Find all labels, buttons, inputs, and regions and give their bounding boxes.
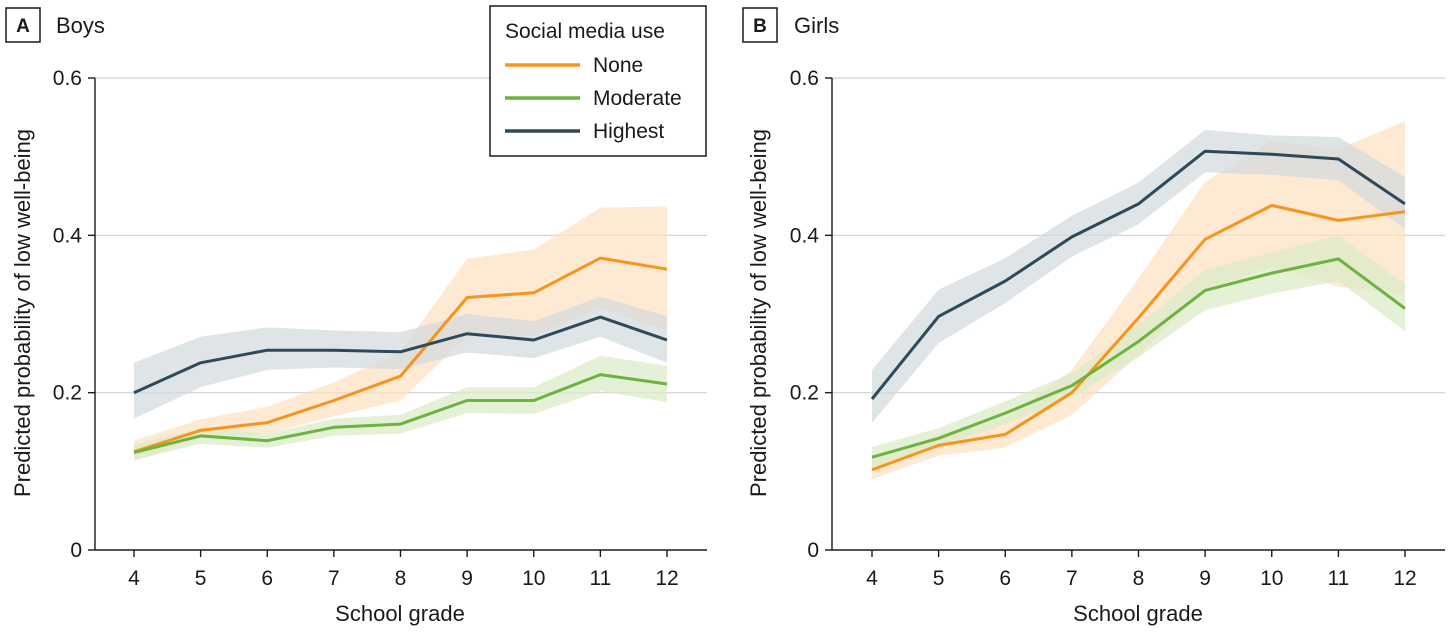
x-tick-label: 9 (461, 567, 473, 590)
y-tick-label: 0.6 (790, 67, 819, 90)
legend-title: Social media use (505, 20, 665, 43)
y-tick-label: 0 (807, 539, 819, 562)
band-none (872, 121, 1405, 480)
confidence-bands (872, 121, 1405, 480)
line-none (871, 203, 1406, 472)
panel-title: Girls (794, 13, 839, 38)
confidence-bands (134, 206, 667, 462)
panel-letter: A (16, 16, 30, 37)
line-highest (133, 315, 668, 395)
x-tick-label: 11 (589, 567, 611, 590)
panel-letter-box (5, 7, 41, 43)
x-tick-label: 9 (1199, 567, 1211, 590)
y-tick-label: 0.6 (53, 67, 82, 90)
x-tick-label: 6 (999, 567, 1011, 590)
line-moderate (871, 257, 1406, 459)
x-tick-label: 12 (1393, 567, 1416, 590)
x-tick-label: 10 (522, 567, 545, 590)
y-tick-label: 0 (70, 539, 82, 562)
legend: Social media use None Moderate Highest (489, 5, 707, 157)
x-tick-label: 7 (1066, 567, 1078, 590)
y-tick-label: 0.4 (790, 224, 820, 247)
series-lines (133, 256, 668, 454)
panel-girls: B Girls Predicted probability of low wel… (742, 7, 1445, 626)
legend-label: None (593, 54, 643, 77)
x-tick-label: 4 (866, 567, 878, 590)
line-none (133, 256, 668, 454)
x-tick-label: 7 (328, 567, 340, 590)
legend-label: Moderate (593, 87, 682, 110)
band-highest (872, 129, 1405, 423)
band-moderate (872, 235, 1405, 468)
series-lines (870, 149, 1406, 472)
panel-letter-box (742, 7, 778, 43)
axes: 0 0.2 0.4 0.6 4 5 6 7 8 9 10 11 12 (53, 67, 707, 590)
legend-label: Highest (593, 120, 664, 143)
y-axis-title: Predicted probability of low well-being (10, 129, 35, 497)
x-axis-title: School grade (335, 601, 465, 626)
line-moderate (133, 373, 668, 454)
y-axis-title: Predicted probability of low well-being (746, 129, 771, 497)
panel-boys: A Boys Predicted probability of low well… (5, 7, 707, 626)
y-tick-label: 0.2 (53, 382, 82, 405)
x-tick-label: 12 (655, 567, 678, 590)
x-tick-label: 5 (933, 567, 945, 590)
x-axis-title: School grade (1073, 601, 1203, 626)
panel-title: Boys (56, 13, 105, 38)
line-highest (870, 149, 1406, 400)
y-tick-label: 0.4 (53, 224, 83, 247)
band-moderate (134, 355, 667, 461)
legend-items: None Moderate Highest (505, 54, 682, 143)
band-highest (134, 296, 667, 419)
x-tick-label: 8 (1133, 567, 1145, 590)
x-tick-label: 8 (395, 567, 407, 590)
x-tick-label: 5 (195, 567, 207, 590)
panel-letter: B (753, 16, 767, 37)
band-none (134, 206, 667, 462)
x-tick-label: 11 (1327, 567, 1349, 590)
x-tick-label: 4 (128, 567, 140, 590)
axes: 0 0.2 0.4 0.6 4 5 6 7 8 9 10 11 12 (790, 67, 1445, 590)
y-tick-label: 0.2 (790, 382, 819, 405)
x-tick-label: 10 (1260, 567, 1283, 590)
x-tick-label: 6 (261, 567, 273, 590)
